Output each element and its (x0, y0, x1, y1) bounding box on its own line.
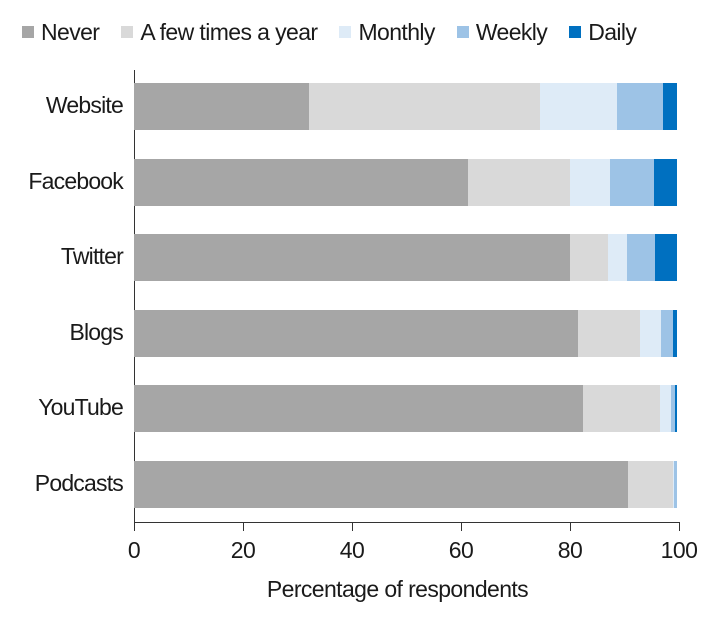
plot-area (134, 70, 679, 522)
x-tick-mark (678, 522, 680, 531)
bar-segment-a-few-times-a-year (468, 158, 570, 206)
legend-swatch-icon (339, 26, 352, 38)
bar-segment-monthly (540, 83, 617, 130)
x-tick-label: 0 (127, 537, 141, 563)
legend-label: Monthly (358, 18, 435, 45)
x-tick-mark (242, 522, 244, 531)
legend-label: A few times a year (140, 18, 318, 45)
bar-podcasts (134, 460, 677, 508)
x-tick-label: 100 (660, 537, 698, 563)
category-label: Podcasts (34, 469, 124, 496)
bar-segment-monthly (608, 234, 628, 281)
bar-segment-a-few-times-a-year (578, 309, 640, 357)
bar-segment-never (134, 309, 579, 357)
chart-legend: Never A few times a year Monthly Weekly Dail… (22, 14, 658, 50)
x-axis-title: Percentage of respondents (266, 576, 529, 602)
x-tick-mark (133, 522, 135, 531)
y-axis-line (134, 70, 135, 522)
bar-twitter (134, 234, 677, 281)
legend-item: Monthly (339, 18, 435, 46)
bar-youtube (134, 385, 677, 432)
bar-segment-monthly (673, 460, 675, 508)
category-label: Website (45, 92, 124, 118)
bar-segment-weekly (661, 309, 673, 357)
bar-segment-never (134, 234, 570, 281)
bar-segment-daily (663, 83, 677, 130)
bar-segment-weekly (670, 385, 676, 432)
x-tick-label: 40 (339, 537, 365, 563)
bar-segment-a-few-times-a-year (570, 234, 609, 281)
bar-segment-monthly (639, 309, 661, 357)
legend-item: A few times a year (121, 18, 318, 46)
bar-segment-daily (675, 385, 677, 432)
legend-label: Daily (588, 18, 637, 45)
x-tick-label: 20 (230, 537, 256, 563)
bar-segment-never (134, 460, 628, 508)
legend-swatch-icon (121, 26, 134, 38)
bar-segment-a-few-times-a-year (583, 385, 660, 432)
bar-segment-weekly (609, 158, 654, 206)
x-tick-mark (569, 522, 571, 531)
bar-segment-never (134, 385, 584, 432)
legend-swatch-icon (22, 26, 34, 38)
bar-segment-weekly (616, 83, 664, 130)
bar-segment-daily (672, 309, 677, 357)
x-tick-label: 80 (557, 537, 583, 563)
bar-website (134, 83, 677, 130)
legend-item: Daily (569, 18, 637, 46)
legend-label: Weekly (475, 18, 548, 45)
x-axis-line (134, 522, 679, 523)
category-label: YouTube (38, 394, 124, 420)
legend-label: Never (41, 18, 100, 45)
bar-segment-weekly (674, 460, 677, 508)
bar-segment-a-few-times-a-year (308, 83, 541, 130)
legend-item: Weekly (456, 18, 548, 46)
bar-segment-monthly (569, 158, 610, 206)
bar-segment-daily (653, 158, 677, 206)
bar-segment-weekly (627, 234, 655, 281)
category-label: Facebook (28, 167, 123, 194)
bar-segment-daily (654, 234, 677, 281)
bar-segment-never (134, 83, 309, 130)
category-label: Blogs (69, 318, 123, 345)
x-tick-mark (460, 522, 462, 531)
bar-facebook (134, 158, 677, 206)
bar-segment-never (134, 158, 469, 206)
bar-blogs (134, 309, 677, 357)
legend-item: Never (22, 18, 100, 46)
legend-swatch-icon (456, 26, 469, 38)
x-tick-label: 60 (448, 537, 474, 563)
legend-swatch-icon (569, 26, 582, 38)
x-tick-mark (351, 522, 353, 531)
category-label: Twitter (60, 243, 124, 269)
bar-segment-a-few-times-a-year (627, 460, 673, 508)
bar-segment-monthly (659, 385, 671, 432)
